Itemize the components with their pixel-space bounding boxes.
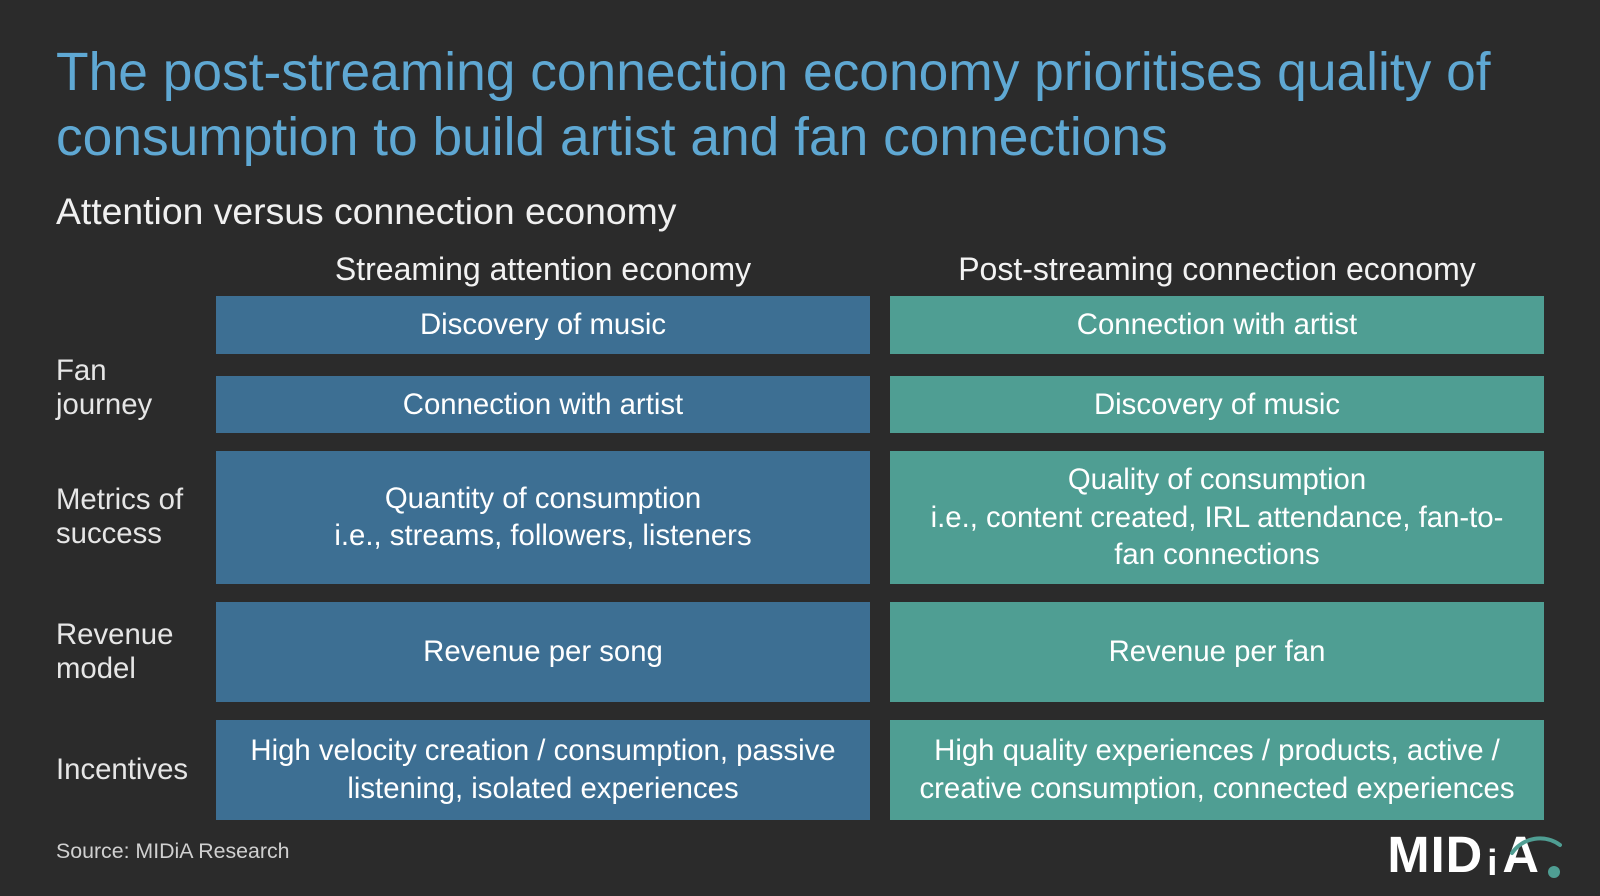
cell-fan-journey-right-top: Connection with artist: [890, 296, 1544, 354]
cell-revenue-right: Revenue per fan: [890, 602, 1544, 702]
column-header-right: Post-streaming connection economy: [890, 251, 1544, 288]
row-fan-journey-top: Discovery of music Connection with artis…: [56, 296, 1544, 354]
row-label-revenue: Revenue model: [56, 602, 216, 702]
cell-fan-journey-right-bottom: Discovery of music: [890, 376, 1544, 434]
row-incentives: Incentives High velocity creation / cons…: [56, 720, 1544, 820]
cell-metrics-left: Quantity of consumptioni.e., streams, fo…: [216, 451, 870, 584]
cell-incentives-right: High quality experiences / products, act…: [890, 720, 1544, 820]
cell-metrics-right: Quality of consumptioni.e., content crea…: [890, 451, 1544, 584]
infographic-slide: The post-streaming connection economy pr…: [0, 0, 1600, 896]
row-metrics: Metrics of success Quantity of consumpti…: [56, 451, 1544, 584]
cell-revenue-left: Revenue per song: [216, 602, 870, 702]
cell-incentives-left: High velocity creation / consumption, pa…: [216, 720, 870, 820]
row-fan-journey-arrows: Fan journey: [56, 354, 1544, 376]
logo-dot-icon: [1548, 866, 1560, 878]
cell-fan-journey-left-bottom: Connection with artist: [216, 376, 870, 434]
logo-text-small-i: i: [1487, 842, 1498, 884]
comparison-table: Streaming attention economy Post-streami…: [56, 251, 1544, 868]
source-attribution: Source: MIDiA Research: [56, 839, 290, 864]
row-revenue: Revenue model Revenue per song Revenue p…: [56, 602, 1544, 702]
row-fan-journey-bottom: Connection with artist Discovery of musi…: [56, 376, 1544, 434]
midia-logo: MIDiA: [1387, 825, 1560, 884]
page-title: The post-streaming connection economy pr…: [56, 40, 1544, 170]
logo-text-part1: MID: [1387, 825, 1483, 884]
row-label-metrics: Metrics of success: [56, 451, 216, 584]
column-headers-row: Streaming attention economy Post-streami…: [56, 251, 1544, 288]
column-header-left: Streaming attention economy: [216, 251, 870, 288]
row-label-incentives: Incentives: [56, 720, 216, 820]
page-subtitle: Attention versus connection economy: [56, 190, 1544, 233]
logo-arc-icon: [1472, 815, 1562, 857]
cell-fan-journey-left-top: Discovery of music: [216, 296, 870, 354]
